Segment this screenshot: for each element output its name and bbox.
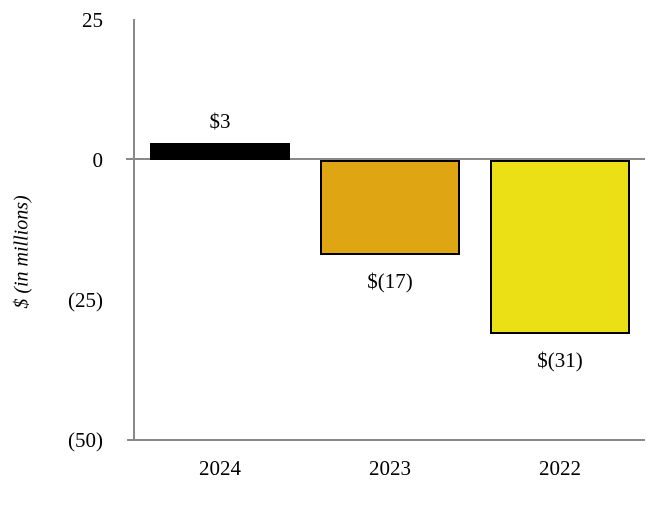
bar-2024: [150, 143, 290, 160]
bar-value-label: $(31): [537, 347, 583, 372]
bar-2023: [320, 160, 460, 256]
x-axis-line: [127, 439, 645, 441]
zero-gridline: [126, 158, 645, 160]
bar-value-label: $(17): [367, 269, 413, 294]
y-tick-label: (50): [68, 428, 103, 452]
y-tick-label: 25: [82, 8, 103, 32]
x-category-label: 2024: [199, 456, 241, 480]
y-tick-label: 0: [92, 148, 104, 172]
x-category-label: 2023: [369, 456, 411, 480]
y-tick-label: (25): [68, 288, 103, 312]
bar-2022: [490, 160, 630, 334]
x-category-label: 2022: [539, 456, 581, 480]
y-axis-line: [133, 19, 135, 441]
bar-value-label: $3: [209, 109, 231, 134]
